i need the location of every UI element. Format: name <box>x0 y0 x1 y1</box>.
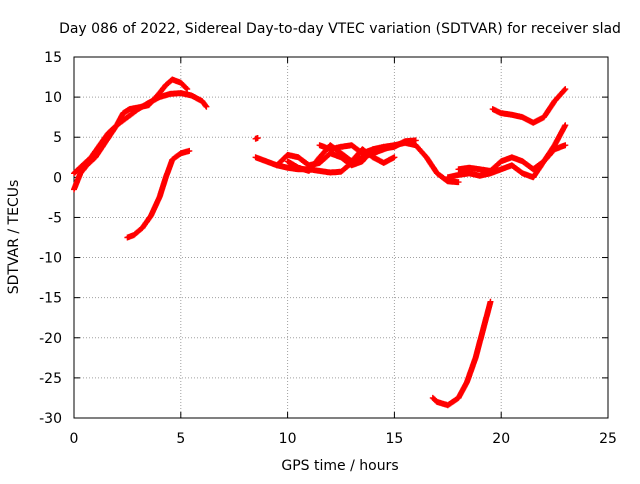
x-tick-label: 20 <box>492 431 510 447</box>
data-series <box>71 76 569 409</box>
data-point-markers <box>316 142 398 157</box>
y-tick-label: 10 <box>44 90 62 106</box>
plot-frame <box>73 56 609 419</box>
series-track-b <box>71 76 191 177</box>
x-tick-label: 15 <box>385 431 403 447</box>
grid-lines <box>74 57 608 418</box>
data-point-markers <box>71 76 191 177</box>
y-tick-label: -30 <box>39 411 62 427</box>
axis-ticks: 0 5 10 15 20 25 -30 -25 -20 -15 -10 -5 0 5 10 15 <box>39 50 617 447</box>
series-track-h <box>252 135 261 142</box>
y-tick-label: 0 <box>53 170 62 186</box>
series-track-l <box>429 298 494 409</box>
x-tick-label: 5 <box>176 431 185 447</box>
data-point-markers <box>252 135 261 142</box>
chart-title: Day 086 of 2022, Sidereal Day-to-day VTE… <box>59 21 621 37</box>
y-tick-label: 15 <box>44 50 62 66</box>
y-tick-label: -25 <box>39 371 62 387</box>
y-tick-label: -20 <box>39 331 62 347</box>
y-tick-label: -10 <box>39 251 62 267</box>
data-point-markers <box>489 86 569 126</box>
y-tick-label: 5 <box>53 130 62 146</box>
y-tick-label: -5 <box>48 210 62 226</box>
y-tick-label: -15 <box>39 291 62 307</box>
series-track-c <box>124 147 193 241</box>
x-tick-label: 25 <box>599 431 617 447</box>
x-tick-label: 0 <box>70 431 79 447</box>
data-point-markers <box>124 147 193 241</box>
x-tick-label: 10 <box>279 431 297 447</box>
series-track-k <box>489 86 569 126</box>
series-track-g <box>316 142 398 157</box>
x-axis-label: GPS time / hours <box>281 458 398 474</box>
y-axis-label: SDTVAR / TECUs <box>6 180 22 295</box>
data-point-markers <box>429 298 494 409</box>
data-point-markers <box>444 122 569 181</box>
series-track-j <box>444 122 569 181</box>
